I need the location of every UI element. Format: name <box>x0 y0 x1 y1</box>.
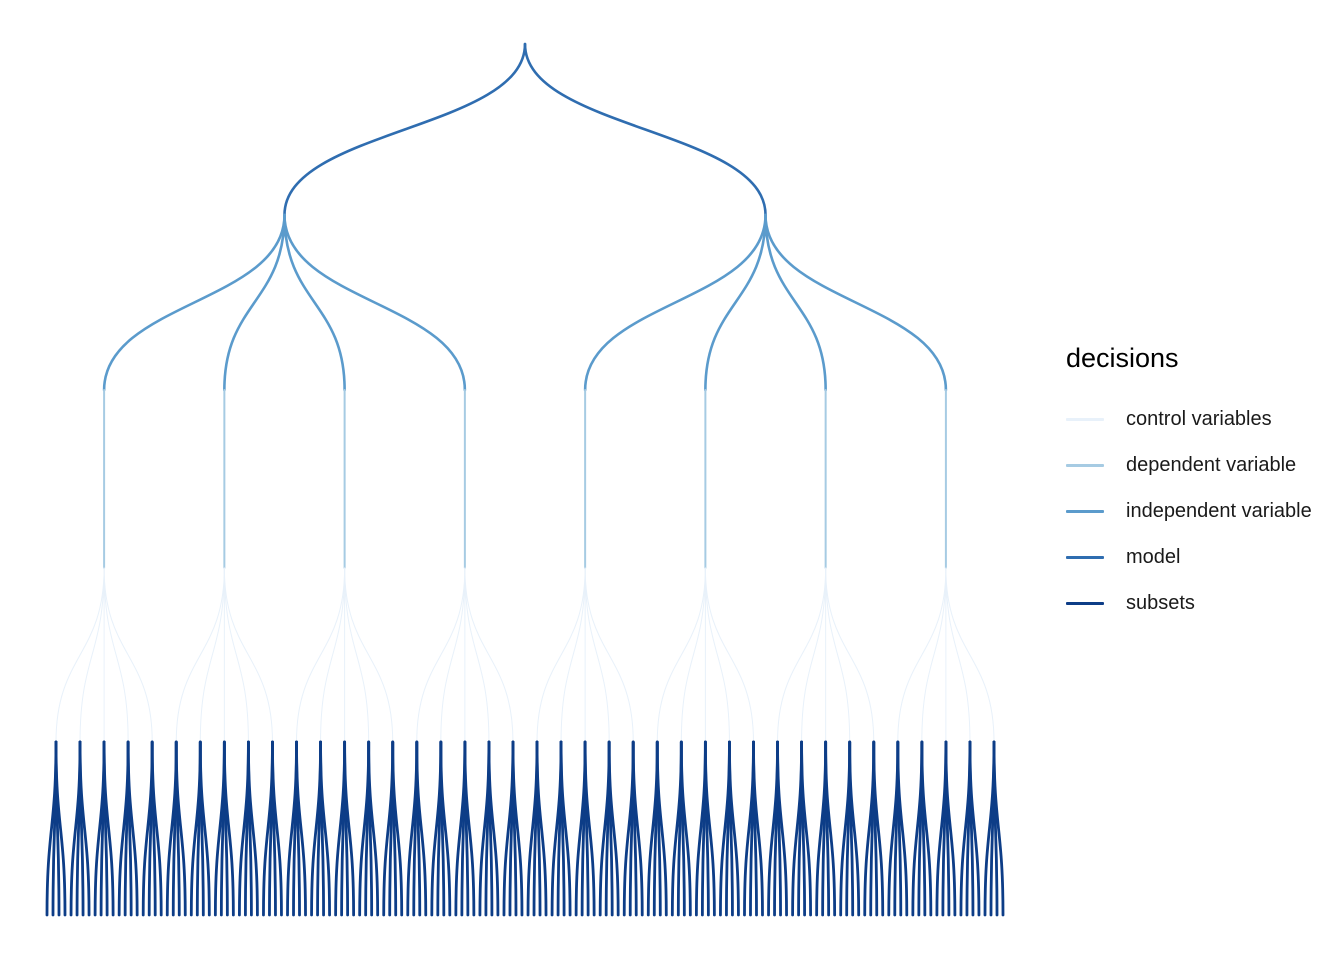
legend-key <box>1066 556 1104 559</box>
tree-branch <box>321 568 345 742</box>
tree-branch <box>224 215 284 390</box>
legend-label: control variables <box>1126 408 1272 431</box>
tree-branch <box>898 568 946 742</box>
legend-key <box>1066 602 1104 605</box>
tree-branch <box>56 568 104 742</box>
tree-branch <box>705 568 753 742</box>
tree-branch <box>465 568 489 742</box>
legend-item: model <box>1066 534 1344 580</box>
tree-branch <box>104 568 152 742</box>
legend: decisions control variables dependent var… <box>1066 340 1344 626</box>
tree-branch <box>345 568 393 742</box>
tree-branch <box>585 215 765 390</box>
tree-branch <box>200 568 224 742</box>
legend-key <box>1066 464 1104 467</box>
tree-branch <box>705 215 765 390</box>
legend-item: dependent variable <box>1066 442 1344 488</box>
tree-branch <box>104 215 284 390</box>
tree-branch <box>104 568 128 742</box>
legend-item: subsets <box>1066 580 1344 626</box>
tree-branch <box>766 215 946 390</box>
tree-branch <box>657 568 705 742</box>
tree-branch <box>465 568 513 742</box>
legend-title: decisions <box>1066 340 1344 376</box>
tree-branch <box>705 568 729 742</box>
legend-item: control variables <box>1066 396 1344 442</box>
tree-branch <box>224 568 248 742</box>
tree-branch <box>297 568 345 742</box>
tree-branch <box>681 568 705 742</box>
tree-branch <box>176 568 224 742</box>
legend-label: model <box>1126 546 1180 569</box>
tree-branch <box>284 215 344 390</box>
tree-branch <box>802 568 826 742</box>
legend-key <box>1066 510 1104 513</box>
legend-label: independent variable <box>1126 500 1312 523</box>
tree-branch <box>766 215 826 390</box>
tree-branch <box>778 568 826 742</box>
legend-label: subsets <box>1126 592 1195 615</box>
tree-branch <box>826 568 874 742</box>
tree-branch <box>284 215 464 390</box>
legend-key <box>1066 418 1104 421</box>
tree-branch <box>80 568 104 742</box>
tree-branch <box>826 568 850 742</box>
tree-branch <box>224 568 272 742</box>
tree-branch <box>585 568 633 742</box>
tree-branch <box>345 568 369 742</box>
tree-branch <box>284 44 525 215</box>
tree-branch <box>585 568 609 742</box>
legend-items: control variables dependent variable indep… <box>1066 396 1344 626</box>
tree-branch <box>417 568 465 742</box>
tree-branch <box>525 44 766 215</box>
tree-branch <box>441 568 465 742</box>
tree-branch <box>946 568 970 742</box>
legend-label: dependent variable <box>1126 454 1296 477</box>
tree-branch <box>561 568 585 742</box>
tree-branch <box>922 568 946 742</box>
tree-branch <box>537 568 585 742</box>
legend-item: independent variable <box>1066 488 1344 534</box>
tree-branch <box>946 568 994 742</box>
